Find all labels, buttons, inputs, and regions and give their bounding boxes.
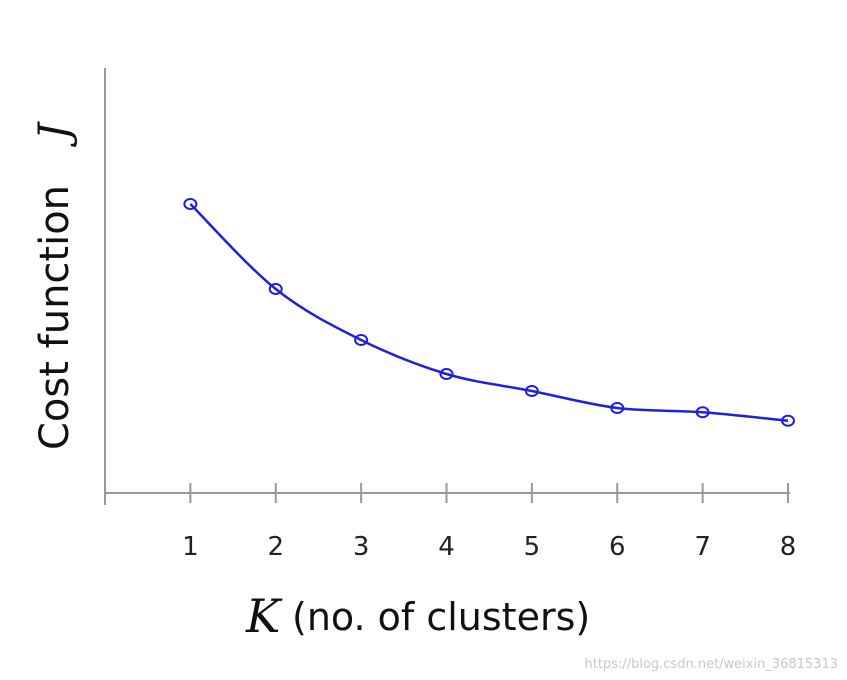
y-axis-variable: J — [29, 121, 78, 148]
x-tick-label: 6 — [609, 532, 626, 562]
x-tick-label: 7 — [694, 532, 711, 562]
line — [189, 203, 789, 422]
point — [610, 402, 625, 414]
x-tick-label: 2 — [267, 532, 284, 562]
point — [354, 334, 369, 346]
watermark: https://blog.csdn.net/weixin_36815313 — [584, 657, 838, 672]
point — [781, 414, 795, 427]
y-axis-label: Cost function — [32, 185, 78, 450]
x-tick-label: 5 — [524, 532, 541, 562]
point — [524, 385, 539, 397]
point — [183, 198, 198, 210]
point — [695, 406, 710, 419]
x-tick-label: 3 — [353, 532, 370, 562]
x-tick-label: 4 — [438, 532, 455, 562]
x-axis-label: (no. of clusters) — [292, 595, 590, 639]
x-axis-variable: K — [245, 589, 283, 643]
point — [268, 283, 283, 295]
x-tick-label: 1 — [182, 532, 199, 562]
x-tick-label: 8 — [780, 532, 797, 562]
point — [439, 368, 454, 380]
